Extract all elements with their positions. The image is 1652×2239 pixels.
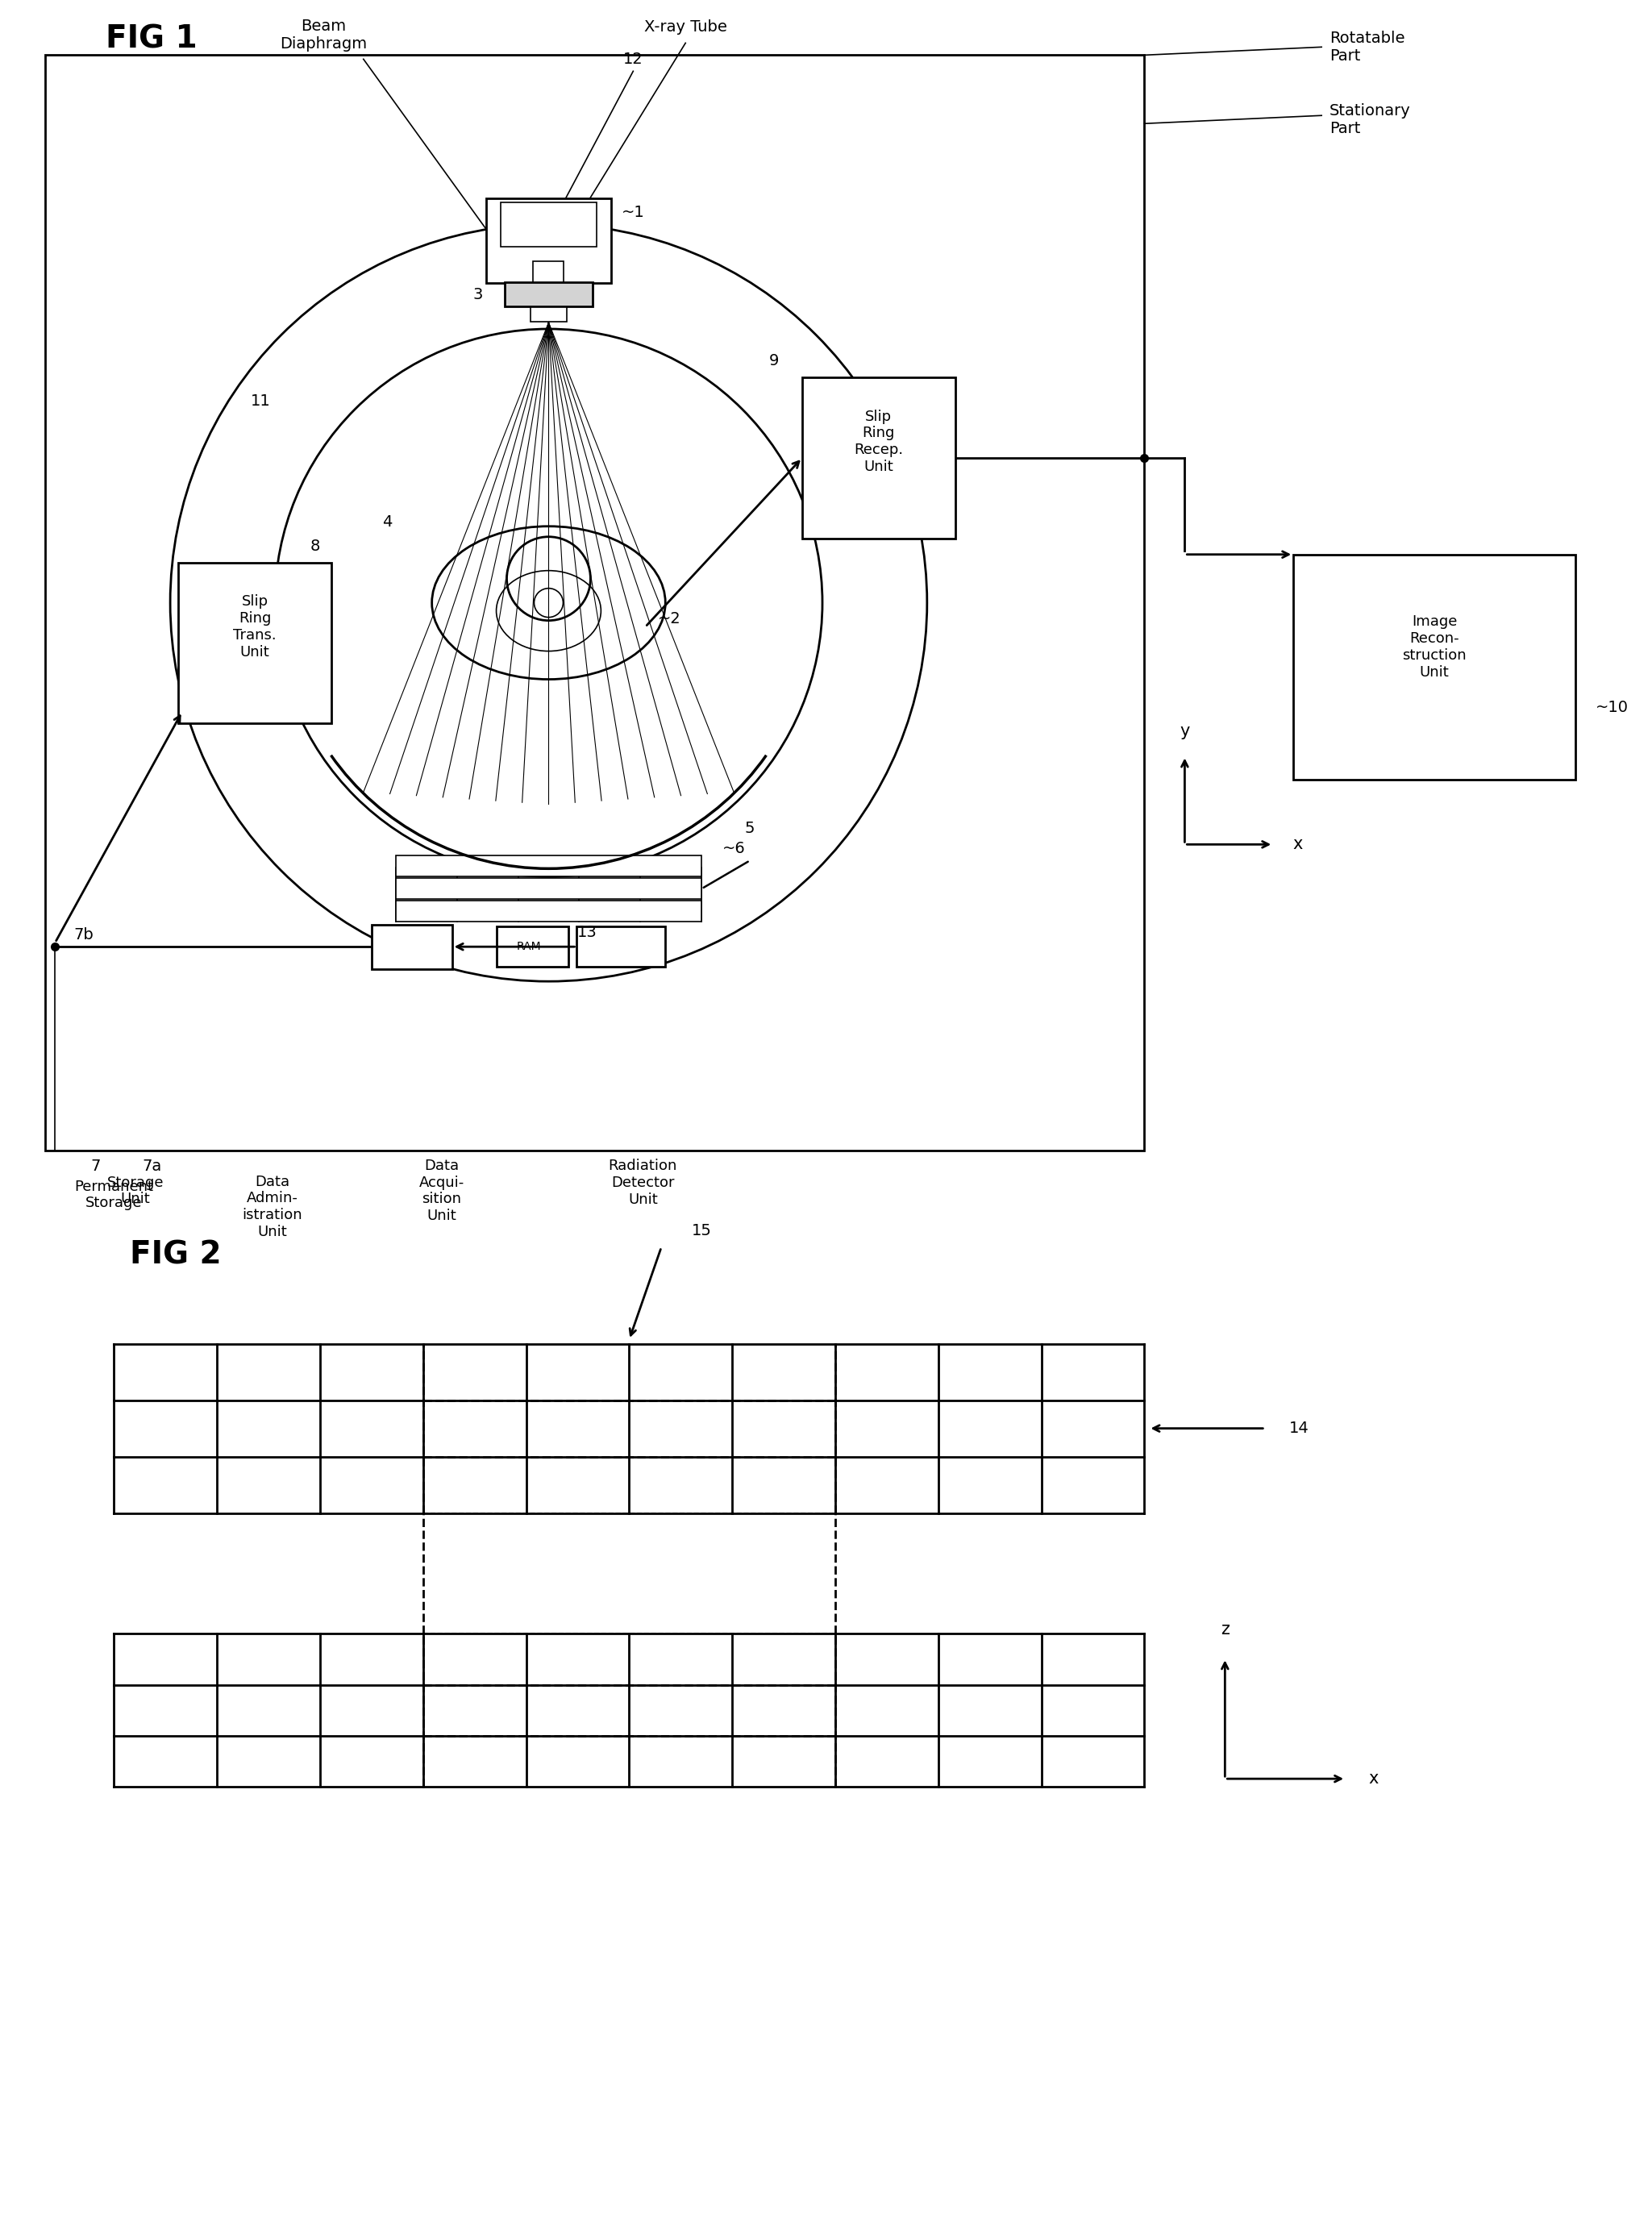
Text: Storage
Unit: Storage Unit	[107, 1175, 164, 1207]
Text: Data
Acqui-
sition
Unit: Data Acqui- sition Unit	[420, 1158, 464, 1222]
Text: 14: 14	[1289, 1422, 1310, 1435]
Text: X-ray Tube: X-ray Tube	[644, 20, 727, 34]
Text: x: x	[1370, 1771, 1379, 1787]
Text: 5: 5	[745, 822, 755, 835]
Bar	[501, 202, 596, 246]
Text: 12: 12	[623, 51, 643, 67]
Bar	[178, 562, 332, 723]
Bar	[395, 878, 702, 900]
Bar	[395, 855, 702, 878]
Bar	[530, 307, 567, 322]
Text: Slip
Ring
Trans.
Unit: Slip Ring Trans. Unit	[233, 596, 276, 658]
Text: Permanent
Storage: Permanent Storage	[74, 1180, 154, 1211]
Text: FIG 2: FIG 2	[131, 1240, 221, 1270]
Text: Data
Admin-
istration
Unit: Data Admin- istration Unit	[243, 1175, 302, 1240]
Text: 7b: 7b	[73, 927, 93, 943]
Bar	[486, 197, 611, 282]
Text: 15: 15	[692, 1222, 712, 1238]
Text: FIG 1: FIG 1	[106, 25, 197, 54]
Text: z: z	[1221, 1621, 1229, 1637]
Text: Beam
Diaphragm: Beam Diaphragm	[279, 18, 367, 51]
Bar	[496, 927, 568, 967]
Text: 3: 3	[472, 287, 482, 302]
Text: Radiation
Detector
Unit: Radiation Detector Unit	[608, 1160, 677, 1207]
Text: RAM: RAM	[515, 940, 540, 952]
Text: x: x	[1292, 837, 1302, 853]
Text: Image
Recon-
struction
Unit: Image Recon- struction Unit	[1403, 616, 1467, 678]
Text: 9: 9	[770, 354, 780, 369]
Text: y: y	[1180, 723, 1189, 739]
Bar	[45, 56, 1145, 1151]
Bar	[504, 282, 593, 307]
Bar	[534, 262, 563, 284]
Bar	[395, 900, 702, 922]
Text: 4: 4	[383, 515, 393, 531]
Text: ~2: ~2	[657, 611, 681, 627]
Text: ~1: ~1	[621, 204, 644, 219]
Text: Stationary
Part: Stationary Part	[1330, 103, 1411, 137]
Text: Rotatable
Part: Rotatable Part	[1330, 31, 1404, 63]
Text: ~6: ~6	[722, 842, 745, 855]
Bar	[1294, 555, 1576, 779]
Bar	[372, 925, 453, 969]
Text: 7: 7	[91, 1160, 101, 1173]
Text: 7a: 7a	[142, 1160, 162, 1173]
Text: 8: 8	[311, 540, 320, 553]
Text: ~10: ~10	[1596, 701, 1629, 714]
Text: 11: 11	[251, 394, 271, 410]
Bar	[803, 376, 955, 537]
Text: 13: 13	[577, 925, 598, 940]
Text: Slip
Ring
Recep.
Unit: Slip Ring Recep. Unit	[854, 410, 904, 475]
Bar	[577, 927, 666, 967]
